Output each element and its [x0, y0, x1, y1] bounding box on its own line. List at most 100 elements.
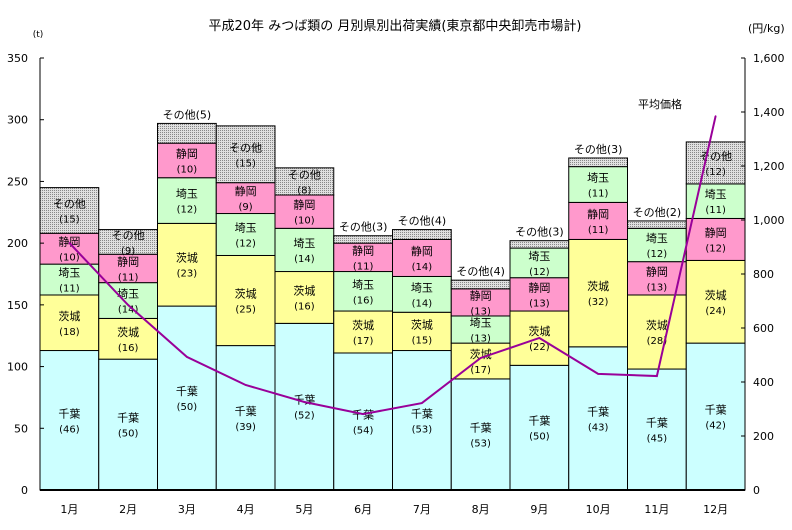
- segment-label: その他: [112, 229, 145, 242]
- segment-pct-label: (32): [588, 297, 609, 308]
- segment-label: 静岡: [470, 288, 492, 302]
- segment-label: 千葉: [587, 404, 609, 418]
- y-tick-label: 0: [21, 484, 28, 497]
- segment-pct-label: (12): [177, 205, 198, 216]
- bar-segment: [450, 288, 511, 317]
- y-tick-label: 150: [7, 299, 28, 312]
- bar-segment: [685, 141, 746, 185]
- segment-pct-label: (8): [297, 185, 311, 196]
- segment-pct-label: (42): [705, 421, 726, 432]
- segment-pct-label: (10): [294, 216, 315, 227]
- segment-label: 茨城: [470, 347, 492, 361]
- segment-label: 千葉: [235, 404, 257, 418]
- bar-segment: [568, 157, 628, 168]
- segment-pct-label: (16): [353, 295, 374, 306]
- bar-segment: [215, 213, 276, 256]
- segment-label: 静岡: [58, 235, 80, 249]
- segment-pct-label: (46): [59, 424, 80, 435]
- price-point: [127, 304, 129, 306]
- segment-label: 埼玉: [587, 171, 609, 185]
- segment-pct-label: (14): [294, 254, 315, 265]
- bar-segment: [333, 271, 393, 312]
- bar-segment: [215, 254, 276, 347]
- segment-label: 千葉: [176, 384, 198, 398]
- segment-pct-label: (13): [470, 334, 491, 345]
- segment-label: 埼玉: [58, 266, 80, 280]
- y-axis-label: (t): [33, 30, 44, 40]
- x-tick-label: 10月: [586, 503, 611, 516]
- segment-label: 千葉: [117, 411, 139, 425]
- bar-segment: [568, 166, 628, 203]
- bar-segment: [392, 275, 452, 313]
- segment-label: 茨城: [705, 288, 727, 302]
- segment-label: 茨城: [411, 317, 433, 331]
- x-tick-label: 5月: [295, 503, 313, 516]
- bar-segment: [157, 122, 217, 144]
- segment-label: 埼玉: [470, 316, 492, 330]
- segment-pct-label: (15): [59, 214, 80, 225]
- segment-label: 埼玉: [646, 231, 668, 245]
- segment-label: その他: [288, 168, 321, 181]
- segment-pct-label: (16): [294, 301, 315, 312]
- bar-segment: [98, 358, 158, 491]
- segment-pct-label: (15): [235, 158, 256, 169]
- segment-pct-label: (12): [705, 243, 726, 254]
- line-legend-label: 平均価格: [638, 97, 682, 111]
- segment-label: その他(5): [163, 108, 212, 121]
- price-point: [421, 402, 423, 404]
- x-tick-label: 1月: [60, 503, 78, 516]
- bar-segment: [274, 167, 335, 196]
- y2-tick-label: 400: [753, 376, 774, 389]
- y2-tick-label: 600: [753, 322, 774, 335]
- segment-label: 茨城: [176, 251, 198, 265]
- bars: 千葉 (46) 茨城 (18) 埼玉 (11) 静岡 (10) その他 (15) 千葉 (50) 茨城 (…: [39, 108, 746, 491]
- segment-pct-label: (11): [588, 225, 609, 236]
- segment-label: 静岡: [587, 207, 609, 221]
- y2-tick-label: 1,000: [753, 214, 785, 227]
- segment-pct-label: (22): [529, 342, 550, 353]
- y2-tick-label: 0: [753, 484, 760, 497]
- segment-pct-label: (9): [121, 246, 135, 257]
- bar-segment: [392, 311, 452, 352]
- y-tick-label: 100: [7, 361, 28, 374]
- y2-tick-label: 1,600: [753, 52, 785, 65]
- bar-segment: [685, 217, 746, 261]
- segment-label: その他: [53, 197, 86, 210]
- segment-label: 静岡: [411, 244, 433, 258]
- chart-title: 平成20年 みつば類の 月別県別出荷実績(東京都中央卸売市場計): [209, 18, 582, 34]
- bar-segment: [215, 125, 276, 184]
- segment-label: その他(3): [574, 143, 623, 156]
- x-tick-label: 3月: [178, 503, 196, 516]
- segment-pct-label: (13): [470, 306, 491, 317]
- y2-tick-label: 800: [753, 268, 774, 281]
- segment-pct-label: (39): [235, 422, 256, 433]
- bar-segment: [39, 187, 100, 234]
- price-point: [362, 413, 364, 415]
- segment-label: 茨城: [646, 318, 668, 332]
- bar-segment: [157, 222, 217, 307]
- segment-pct-label: (43): [588, 422, 609, 433]
- bar-segment: [98, 229, 158, 255]
- segment-label: 静岡: [235, 184, 257, 198]
- segment-label: 埼玉: [293, 236, 315, 250]
- segment-label: 千葉: [411, 406, 433, 420]
- segment-pct-label: (12): [529, 267, 550, 278]
- y-tick-label: 300: [7, 114, 28, 127]
- segment-label: その他(4): [398, 215, 447, 228]
- segment-pct-label: (53): [412, 424, 433, 435]
- segment-label: 静岡: [293, 198, 315, 212]
- bar-segment: [157, 142, 217, 179]
- segment-label: 千葉: [528, 414, 550, 428]
- segment-label: その他(4): [456, 265, 505, 278]
- segment-pct-label: (17): [353, 336, 374, 347]
- segment-pct-label: (50): [529, 432, 550, 443]
- x-tick-label: 4月: [237, 503, 255, 516]
- segment-pct-label: (9): [239, 202, 253, 213]
- segment-label: 埼玉: [235, 221, 257, 235]
- segment-label: その他(2): [633, 206, 682, 219]
- y2-tick-label: 1,400: [753, 106, 785, 119]
- segment-label: 埼玉: [528, 249, 550, 263]
- segment-label: 静岡: [528, 280, 550, 294]
- segment-label: 静岡: [117, 254, 139, 268]
- segment-label: 静岡: [705, 225, 727, 239]
